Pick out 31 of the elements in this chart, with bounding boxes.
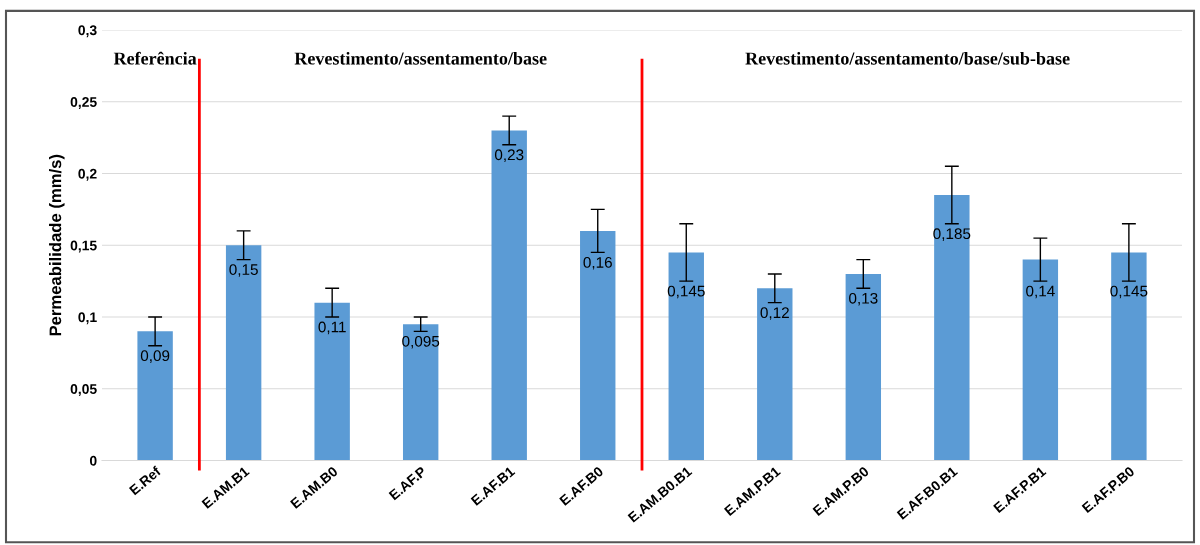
annotation: Referência — [113, 51, 197, 65]
bar — [402, 324, 439, 461]
bar — [1022, 259, 1059, 461]
y-tick-label: 0,15 — [70, 240, 97, 253]
data-label: 0,09 — [140, 350, 170, 363]
bar — [934, 195, 970, 461]
y-tick-label: 0,25 — [70, 97, 97, 109]
y-tick-label: 0,3 — [78, 25, 97, 38]
bar — [491, 130, 527, 461]
bar — [225, 245, 262, 461]
y-axis-title: Permeabilidade (mm/s) — [49, 154, 65, 336]
bar — [1111, 252, 1147, 461]
annotation: Revestimento/assentamento/base — [294, 51, 547, 65]
data-label: 0,12 — [760, 307, 789, 320]
data-label: 0,14 — [1026, 285, 1055, 299]
y-tick-label: 0,2 — [78, 168, 97, 181]
bar — [845, 273, 882, 461]
y-tick-label: 0,05 — [70, 384, 97, 396]
bar — [757, 288, 793, 461]
data-label: 0,15 — [229, 264, 258, 277]
data-label: 0,16 — [583, 257, 612, 270]
bar — [668, 252, 704, 461]
bar — [314, 302, 350, 461]
bar — [580, 230, 616, 461]
data-label: 0,11 — [318, 321, 346, 335]
y-tick-label: 0 — [89, 455, 97, 466]
y-tick-label: 0,1 — [78, 312, 97, 325]
bar — [137, 331, 173, 461]
annotation: Revestimento/assentamento/base/sub-base — [745, 51, 1070, 65]
data-label: 0,23 — [494, 149, 524, 162]
data-label: 0,13 — [849, 292, 878, 306]
